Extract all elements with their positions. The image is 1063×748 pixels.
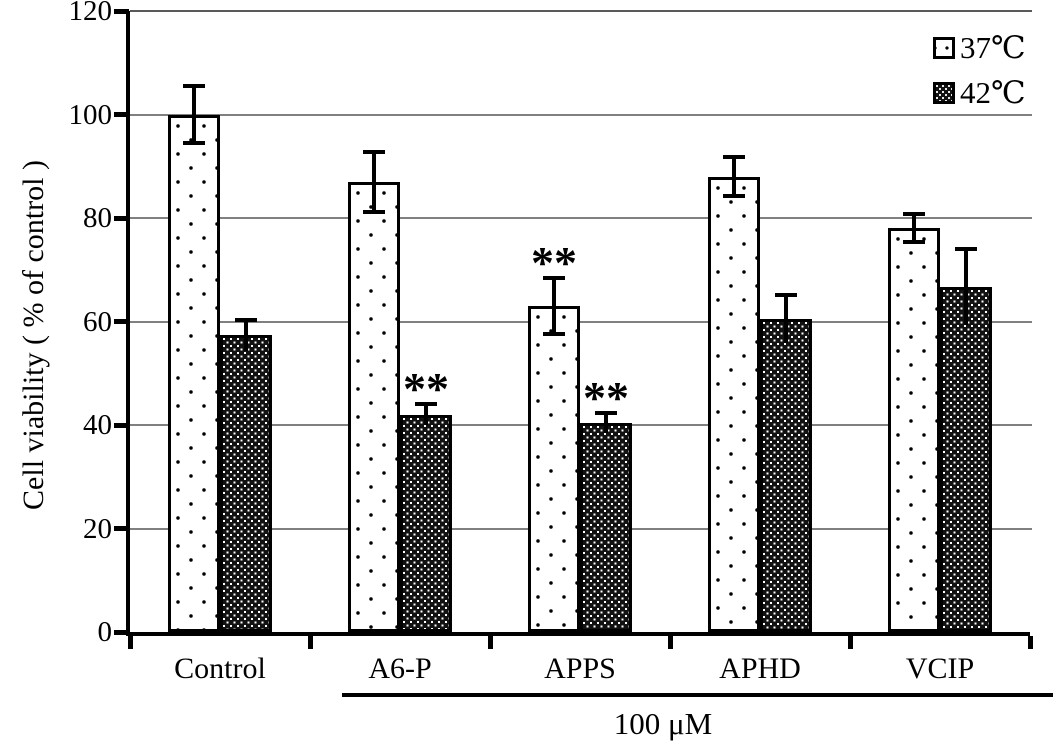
error-bar-vcip-42c: [964, 249, 968, 325]
legend-label-37c: 37℃: [960, 29, 1026, 65]
y-axis-tick-label-40: 40: [83, 409, 112, 441]
error-cap-bottom-a6-p-37c: [363, 209, 385, 214]
error-cap-bottom-apps-37c: [543, 332, 565, 337]
error-cap-top-apps-42c: [595, 410, 617, 415]
group-bracket-label: 100 μM: [613, 706, 713, 741]
y-axis-tick-label-0: 0: [97, 616, 113, 648]
y-axis-tick-label-100: 100: [68, 98, 113, 131]
x-axis-tick-1: [307, 636, 313, 649]
bar-aphd-37c: [708, 176, 760, 632]
x-axis-tick-4: [847, 636, 853, 649]
error-cap-top-vcip-37c: [903, 212, 925, 217]
y-axis-tick-40: [114, 422, 129, 428]
bar-control-37c: [168, 114, 220, 632]
x-axis-label-a6-p: A6-P: [368, 652, 432, 685]
error-cap-top-control-37c: [183, 84, 205, 89]
bar-apps-42c: [580, 422, 632, 632]
error-bar-apps-42c: [604, 412, 608, 434]
error-cap-bottom-aphd-37c: [723, 194, 745, 199]
error-bar-apps-37c: [552, 277, 556, 335]
group-bracket-line: [342, 693, 1053, 697]
bar-vcip-37c: [888, 228, 940, 632]
plot-area: ** ** **: [126, 10, 1032, 636]
error-cap-top-a6-p-42c: [415, 402, 437, 407]
x-axis-tick-0: [127, 636, 133, 649]
error-bar-control-37c: [192, 86, 196, 143]
legend-swatch-42c-icon: [933, 81, 955, 104]
y-axis-tick-label-120: 120: [68, 0, 113, 27]
legend-item-37c: 37℃: [933, 25, 1026, 70]
error-cap-top-aphd-37c: [723, 154, 745, 159]
bar-a6-p-37c: [348, 181, 400, 632]
error-cap-top-vcip-42c: [955, 247, 977, 252]
bar-control-42c: [220, 335, 272, 632]
legend-item-42c: 42℃: [933, 70, 1026, 115]
gridline-60: [130, 320, 1032, 323]
error-bar-a6-p-37c: [372, 151, 376, 212]
x-axis-tick-3: [667, 636, 673, 649]
error-bar-aphd-37c: [732, 156, 736, 197]
error-cap-top-a6-p-37c: [363, 149, 385, 154]
x-axis-label-aphd: APHD: [719, 652, 801, 685]
error-cap-top-aphd-42c: [775, 293, 797, 298]
significance-apps-42c: **: [583, 371, 629, 423]
y-axis-tick-label-20: 20: [83, 512, 112, 545]
y-axis-tick-100: [114, 112, 129, 117]
x-axis-tick-2: [487, 636, 493, 649]
y-axis-tick-120: [114, 8, 129, 14]
error-cap-bottom-control-37c: [183, 140, 205, 145]
legend: 37℃ 42℃: [933, 25, 1026, 115]
y-axis-tick-60: [114, 319, 129, 324]
x-axis-label-control: Control: [174, 652, 266, 685]
error-bar-a6-p-42c: [424, 404, 428, 425]
gridline-80: [130, 217, 1032, 219]
y-axis-tick-0: [114, 629, 129, 635]
x-axis-label-apps: APPS: [544, 652, 616, 685]
y-axis-tick-80: [114, 215, 129, 221]
legend-label-42c: 42℃: [960, 74, 1026, 110]
error-bar-aphd-42c: [784, 295, 788, 343]
error-cap-bottom-vcip-37c: [903, 240, 925, 245]
y-axis-tick-label-80: 80: [83, 202, 112, 234]
legend-swatch-37c-icon: [933, 36, 955, 59]
x-axis-label-vcip: VCIP: [905, 652, 975, 685]
bar-vcip-42c: [940, 286, 992, 632]
significance-apps-37c: **: [531, 236, 577, 288]
bar-apps-37c: [528, 305, 580, 632]
error-cap-top-control-42c: [235, 317, 257, 322]
error-cap-top-apps-37c: [543, 275, 565, 280]
gridline-120: [130, 10, 1032, 12]
error-bar-vcip-37c: [912, 214, 916, 243]
x-axis-tick-end: [1027, 636, 1033, 649]
bar-aphd-42c: [760, 318, 812, 632]
error-bar-control-42c: [244, 319, 248, 351]
y-axis-tick-20: [114, 526, 129, 531]
significance-a6-p-42c: **: [403, 363, 449, 415]
y-axis-tick-label-60: 60: [83, 305, 112, 338]
bar-a6-p-42c: [400, 414, 452, 632]
gridline-100: [130, 113, 1032, 116]
